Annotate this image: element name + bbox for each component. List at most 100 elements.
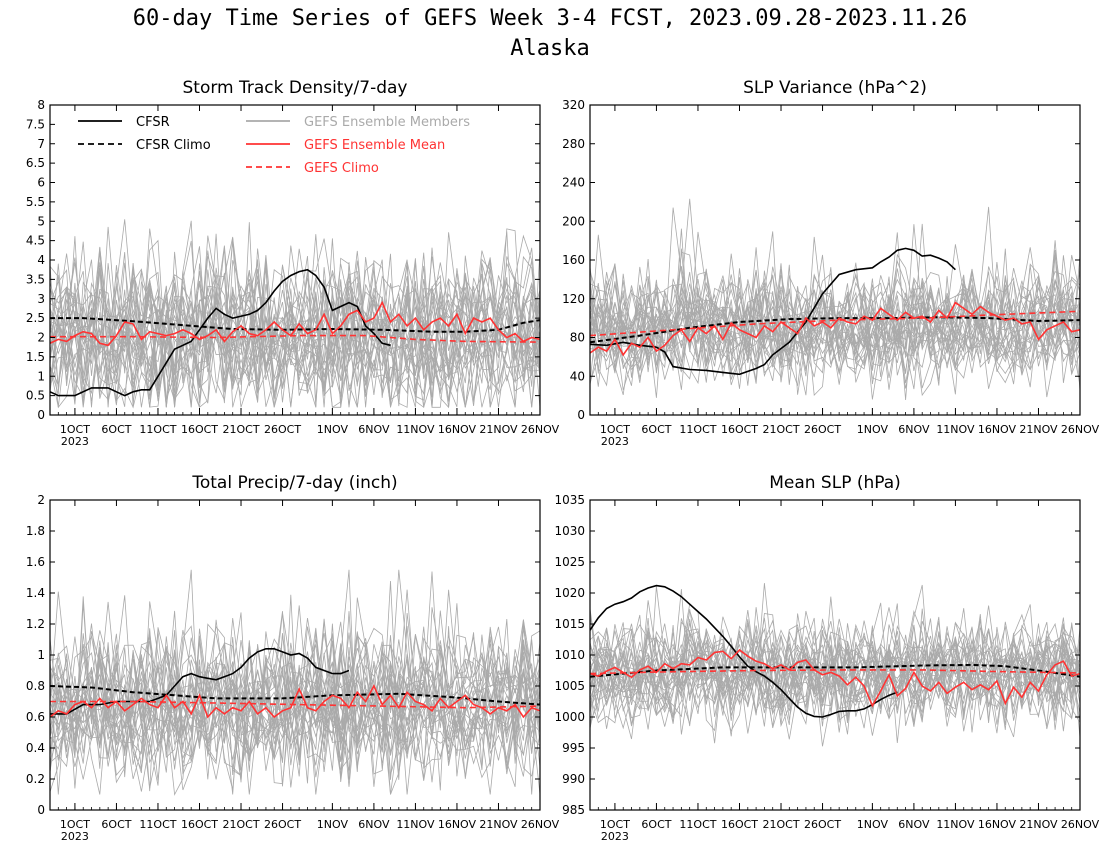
y-tick-label: 1.5 xyxy=(26,350,45,364)
y-tick-label: 280 xyxy=(562,137,585,151)
ensemble-member-line xyxy=(590,618,1080,730)
x-tick-label: 21OCT xyxy=(762,818,799,831)
x-tick-label: 21NOV xyxy=(479,423,518,436)
ensemble-member-line xyxy=(50,255,540,408)
ensemble-member-line xyxy=(50,623,540,789)
ensemble-member-line xyxy=(50,259,540,408)
x-tick-label: 11OCT xyxy=(139,818,176,831)
ensemble-member-line xyxy=(50,611,540,795)
x-tick-label: 11NOV xyxy=(396,818,435,831)
x-tick-label: 11NOV xyxy=(396,423,435,436)
y-tick-label: 80 xyxy=(570,331,585,345)
x-tick-label: 6OCT xyxy=(641,818,671,831)
ensemble-member-line xyxy=(590,254,1080,395)
ensemble-member-line xyxy=(590,605,1080,712)
y-tick-label: 990 xyxy=(562,772,585,786)
series-line-gefs-climo xyxy=(590,669,1080,675)
x-tick-label: 26NOV xyxy=(1061,423,1100,436)
legend-label-ens-mean: GEFS Ensemble Mean xyxy=(304,138,445,153)
x-tick-label: 16OCT xyxy=(181,423,218,436)
y-tick-label: 200 xyxy=(562,214,585,228)
x-tick-label: 26NOV xyxy=(521,423,560,436)
series-line-ens-mean xyxy=(50,684,540,719)
series-line-cfsr xyxy=(50,268,391,397)
series-line-cfsr-climo xyxy=(50,685,540,706)
series-line-gefs-climo xyxy=(50,334,540,343)
x-tick-label: 26NOV xyxy=(1061,818,1100,831)
y-tick-label: 4.5 xyxy=(26,234,45,248)
y-tick-label: 1035 xyxy=(554,493,585,507)
series-line-ens-mean xyxy=(590,648,1080,708)
panel-title: SLP Variance (hPa^2) xyxy=(743,78,927,98)
series-line-gefs-climo xyxy=(50,700,540,709)
plot-frame xyxy=(589,104,1081,416)
x-tick-label: 1NOV xyxy=(857,818,889,831)
ensemble-member-line xyxy=(590,603,1080,738)
ensemble-member-line xyxy=(590,613,1080,736)
y-tick-label: 1015 xyxy=(554,617,585,631)
x-tick-label: 16OCT xyxy=(721,818,758,831)
x-tick-label: 26OCT xyxy=(804,818,841,831)
ensemble-member-line xyxy=(50,236,540,408)
y-tick-label: 240 xyxy=(562,176,585,190)
series-line-cfsr-climo xyxy=(590,663,1080,678)
series-line-cfsr xyxy=(590,584,898,718)
ensemble-member-line xyxy=(590,232,1080,390)
y-tick-label: 0.4 xyxy=(26,741,45,755)
y-tick-label: 8 xyxy=(37,98,45,112)
panel-title: Storm Track Density/7-day xyxy=(183,78,408,98)
y-tick-label: 7 xyxy=(37,137,45,151)
y-tick-label: 5 xyxy=(37,214,45,228)
x-tick-label: 6NOV xyxy=(358,423,390,436)
y-tick-label: 3 xyxy=(37,292,45,306)
ensemble-member-line xyxy=(590,278,1080,396)
legend-label-cfsr-climo: CFSR Climo xyxy=(136,138,211,153)
y-tick-label: 1000 xyxy=(554,710,585,724)
ensemble-member-line xyxy=(50,580,540,786)
ensemble-member-line xyxy=(50,618,540,795)
ensemble-member-line xyxy=(50,238,540,408)
x-tick-label: 1NOV xyxy=(317,423,349,436)
ensemble-member-line xyxy=(590,600,1080,726)
series-line-cfsr xyxy=(590,247,956,376)
y-tick-label: 1030 xyxy=(554,524,585,538)
y-tick-label: 0.6 xyxy=(26,710,45,724)
ensemble-member-line xyxy=(590,262,1080,389)
x-year-label: 2023 xyxy=(601,435,629,448)
y-tick-label: 1.8 xyxy=(26,524,45,538)
ensemble-member-line xyxy=(590,620,1080,724)
x-tick-label: 16NOV xyxy=(438,818,477,831)
x-tick-label: 1NOV xyxy=(857,423,889,436)
ensemble-member-line xyxy=(590,253,1080,385)
x-tick-label: 6NOV xyxy=(358,818,390,831)
y-tick-label: 0 xyxy=(37,803,45,817)
y-tick-label: 1005 xyxy=(554,679,585,693)
y-tick-label: 1.2 xyxy=(26,617,45,631)
x-tick-label: 1OCT xyxy=(60,818,90,831)
x-tick-label: 1NOV xyxy=(317,818,349,831)
series-line-gefs-climo xyxy=(590,310,1080,337)
x-tick-label: 16OCT xyxy=(181,818,218,831)
series-line-ens-mean xyxy=(590,301,1080,357)
x-tick-label: 26OCT xyxy=(264,423,301,436)
x-tick-label: 6NOV xyxy=(898,818,930,831)
legend-label-cfsr: CFSR xyxy=(136,115,170,130)
x-tick-label: 11OCT xyxy=(679,423,716,436)
y-tick-label: 120 xyxy=(562,292,585,306)
ensemble-member-line xyxy=(50,603,540,771)
x-tick-label: 6OCT xyxy=(641,423,671,436)
y-tick-label: 0 xyxy=(37,408,45,422)
x-tick-label: 11OCT xyxy=(679,818,716,831)
ensemble-member-line xyxy=(590,622,1080,733)
y-tick-label: 320 xyxy=(562,98,585,112)
y-tick-label: 2 xyxy=(37,331,45,345)
y-tick-label: 1.6 xyxy=(26,555,45,569)
x-tick-label: 1OCT xyxy=(60,423,90,436)
figure-title: 60-day Time Series of GEFS Week 3-4 FCST… xyxy=(132,6,968,31)
panel-title: Total Precip/7-day (inch) xyxy=(191,473,397,493)
y-tick-label: 160 xyxy=(562,253,585,267)
y-tick-label: 6 xyxy=(37,176,45,190)
x-year-label: 2023 xyxy=(61,435,89,448)
